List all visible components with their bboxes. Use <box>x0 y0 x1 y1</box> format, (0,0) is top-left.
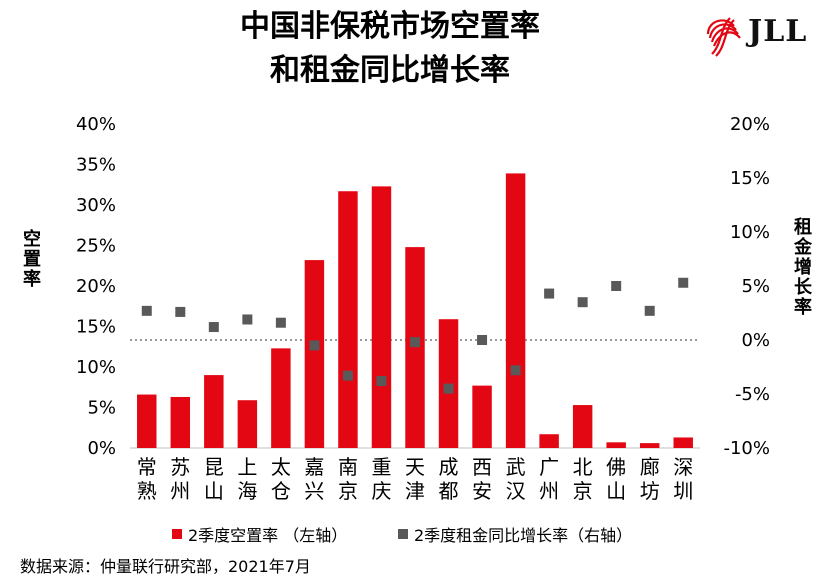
source-footnote: 数据来源：仲量联行研究部，2021年7月 <box>20 557 311 576</box>
x-category-label: 武 <box>506 455 526 479</box>
x-category-label: 京 <box>573 479 593 503</box>
vacancy-bar <box>371 186 392 448</box>
x-category-label: 昆 <box>204 455 224 479</box>
x-category-label: 西 <box>472 455 492 479</box>
vacancy-bar <box>472 385 492 448</box>
x-category-label: 坊 <box>640 479 660 503</box>
legend-item-vacancy: 2季度空置率 （左轴） <box>172 522 347 546</box>
x-category-label: 山 <box>204 479 224 503</box>
vacancy-bar <box>539 434 559 448</box>
vacancy-bar <box>271 348 291 448</box>
rent-growth-point <box>208 322 219 333</box>
legend-swatch-gray <box>398 529 408 539</box>
rent-growth-point <box>342 370 353 381</box>
x-category-label: 嘉 <box>304 455 324 479</box>
rent-growth-point <box>477 335 488 345</box>
logo-text: JLL <box>748 14 808 49</box>
x-category-label: 天 <box>405 455 425 479</box>
jll-logo-icon <box>706 17 741 57</box>
x-category-label: 安 <box>472 479 492 503</box>
x-category-label: 仓 <box>271 479 291 503</box>
x-category-label: 山 <box>606 479 626 503</box>
chart-plot: 0% 5% 10% 15% 20% 25% 30% 35% 40% -10% -5% 0% 5% 10% 1… <box>76 114 770 503</box>
x-category-label: 太 <box>271 455 291 479</box>
x-category-label: 上 <box>237 455 257 479</box>
x-category-label: 廊 <box>640 455 660 479</box>
rent-growth-point <box>175 306 186 317</box>
rent-growth-point <box>611 281 622 291</box>
vacancy-bar <box>304 260 325 448</box>
vacancy-bar <box>606 442 626 448</box>
y-left-tick-label: 40% <box>76 114 116 135</box>
x-category-label: 重 <box>371 455 391 479</box>
vacancy-bar <box>170 396 191 448</box>
chart-title-line1: 中国非保税市场空置率 <box>240 9 540 44</box>
x-category-label: 州 <box>539 479 559 503</box>
y-right-tick-label: -5% <box>735 384 770 405</box>
y-left-tick-label: 5% <box>87 398 116 419</box>
rent-growth-point <box>242 314 253 325</box>
rent-growth-point <box>577 297 588 308</box>
legend-item-rent-growth: 2季度租金同比增长率（右轴） <box>398 522 632 546</box>
rent-growth-point <box>678 277 689 288</box>
x-category-label: 都 <box>439 479 459 503</box>
y-right-tick-label: 20% <box>730 114 770 135</box>
vacancy-bar <box>405 247 425 448</box>
x-category-label: 佛 <box>606 455 626 479</box>
legend-label-vacancy: 2季度空置率 （左轴） <box>188 526 348 545</box>
vacancy-bar <box>639 443 660 448</box>
vacancy-bar <box>237 400 258 448</box>
y-axis-left-label: 空置率 <box>23 229 41 290</box>
x-category-label: 海 <box>237 479 257 503</box>
x-category-label: 苏 <box>170 455 190 479</box>
x-category-label: 州 <box>170 479 190 503</box>
x-category-label: 成 <box>439 455 459 479</box>
rent-growth-point <box>410 337 420 348</box>
x-category-label: 熟 <box>137 479 157 503</box>
rent-growth-point <box>309 340 320 351</box>
y-right-tick-label: -10% <box>723 438 770 459</box>
rent-growth-point <box>376 376 387 387</box>
x-category-label: 南 <box>338 455 358 479</box>
rent-growth-point <box>443 383 454 394</box>
y-right-tick-label: 10% <box>730 222 770 243</box>
chart-title-line2: 和租金同比增长率 <box>270 53 510 88</box>
x-category-label: 津 <box>405 479 425 503</box>
vacancy-bar <box>204 375 224 448</box>
legend-swatch-red <box>172 529 182 539</box>
x-category-label: 圳 <box>673 479 693 503</box>
vacancy-bar <box>572 405 593 448</box>
vacancy-bar <box>338 191 358 449</box>
y-left-tick-label: 10% <box>76 357 116 378</box>
x-category-label: 广 <box>539 455 559 479</box>
rent-growth-point <box>141 305 152 316</box>
rent-growth-point <box>644 305 655 316</box>
vacancy-bar <box>505 173 526 448</box>
x-category-label: 庆 <box>371 479 391 503</box>
y-right-tick-label: 5% <box>741 276 770 297</box>
y-left-tick-label: 35% <box>76 155 116 176</box>
vacancy-bar <box>137 394 157 448</box>
x-category-label: 兴 <box>304 479 324 503</box>
rent-growth-point <box>510 365 521 376</box>
y-left-tick-label: 15% <box>76 317 116 338</box>
y-axis-right-label: 租金增长率 <box>794 217 812 318</box>
x-category-label: 北 <box>573 455 593 479</box>
x-category-label: 深 <box>673 455 693 479</box>
x-category-label: 京 <box>338 479 358 503</box>
rent-growth-point <box>275 317 286 328</box>
y-left-tick-label: 30% <box>76 195 116 216</box>
x-category-label: 汉 <box>506 479 526 503</box>
x-category-label: 常 <box>137 455 157 479</box>
y-left-tick-label: 0% <box>87 438 116 459</box>
rent-growth-point <box>544 288 555 299</box>
y-right-tick-label: 15% <box>730 168 770 189</box>
y-left-tick-label: 25% <box>76 236 116 257</box>
y-left-tick-label: 20% <box>76 276 116 297</box>
vacancy-bar <box>673 437 693 448</box>
legend-label-rent-growth: 2季度租金同比增长率（右轴） <box>414 526 633 545</box>
y-right-tick-label: 0% <box>741 330 770 351</box>
